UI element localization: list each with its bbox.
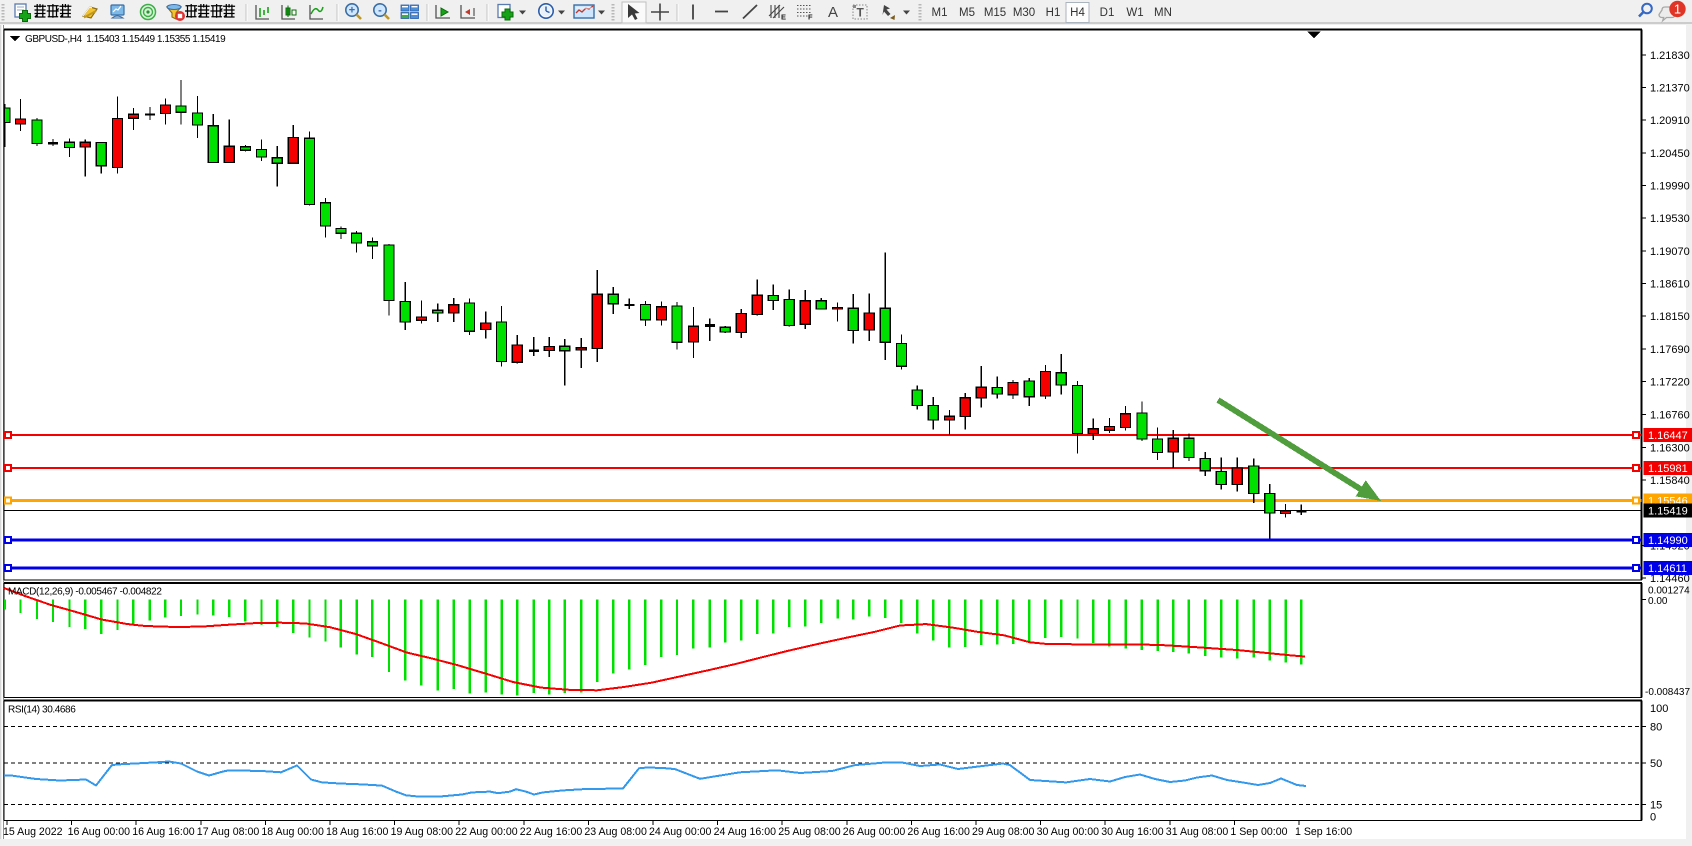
svg-text:F: F (808, 13, 813, 22)
svg-text:A: A (828, 4, 838, 21)
svg-text:1.19070: 1.19070 (1650, 246, 1690, 258)
svg-text:1.19990: 1.19990 (1650, 181, 1690, 193)
svg-text:0.00: 0.00 (1648, 596, 1668, 607)
svg-text:25 Aug 08:00: 25 Aug 08:00 (778, 826, 841, 838)
svg-text:23 Aug 08:00: 23 Aug 08:00 (584, 826, 647, 838)
svg-text:24 Aug 16:00: 24 Aug 16:00 (714, 826, 777, 838)
svg-text:22 Aug 16:00: 22 Aug 16:00 (520, 826, 583, 838)
svg-text:M15: M15 (984, 7, 1006, 19)
svg-text:15 Aug 2022: 15 Aug 2022 (3, 826, 63, 838)
svg-text:22 Aug 00:00: 22 Aug 00:00 (455, 826, 518, 838)
svg-text:1.14611: 1.14611 (1648, 563, 1687, 575)
svg-text:1: 1 (1674, 2, 1681, 17)
svg-text:1.19530: 1.19530 (1650, 213, 1690, 225)
svg-text:1.15419: 1.15419 (1648, 506, 1688, 518)
svg-text:1.20450: 1.20450 (1650, 148, 1690, 160)
svg-text:1.14460: 1.14460 (1650, 573, 1690, 585)
svg-text:-0.008437: -0.008437 (1645, 687, 1690, 698)
svg-text:GBPUSD-,H4 1.15403 1.15449 1.: GBPUSD-,H4 1.15403 1.15449 1.15355 1.154… (25, 34, 226, 45)
svg-text:H4: H4 (1070, 7, 1085, 19)
svg-text:M5: M5 (959, 7, 975, 19)
svg-text:1.21830: 1.21830 (1650, 50, 1690, 62)
svg-text:18 Aug 00:00: 18 Aug 00:00 (261, 826, 324, 838)
svg-text:0.001274: 0.001274 (1648, 586, 1690, 597)
svg-text:29 Aug 08:00: 29 Aug 08:00 (972, 826, 1035, 838)
svg-text:-: - (378, 5, 382, 17)
svg-text:100: 100 (1650, 703, 1668, 715)
svg-text:17 Aug 08:00: 17 Aug 08:00 (197, 826, 260, 838)
svg-text:24 Aug 00:00: 24 Aug 00:00 (649, 826, 712, 838)
svg-text:E: E (781, 13, 786, 22)
svg-text:1.18610: 1.18610 (1650, 279, 1690, 291)
svg-text:16 Aug 16:00: 16 Aug 16:00 (132, 826, 195, 838)
svg-text:RSI(14) 30.4686: RSI(14) 30.4686 (8, 705, 76, 716)
svg-text:1 Sep 00:00: 1 Sep 00:00 (1230, 826, 1287, 838)
svg-text:1.14990: 1.14990 (1648, 535, 1688, 547)
svg-text:0: 0 (1650, 812, 1656, 824)
svg-text:1.18150: 1.18150 (1650, 311, 1690, 323)
svg-text:16 Aug 00:00: 16 Aug 00:00 (68, 826, 131, 838)
svg-text:1.16447: 1.16447 (1648, 430, 1688, 442)
svg-text:H1: H1 (1046, 7, 1061, 19)
svg-text:1.15981: 1.15981 (1648, 463, 1688, 475)
svg-text:MACD(12,26,9) -0.005467 -0.004: MACD(12,26,9) -0.005467 -0.004822 (8, 587, 162, 598)
svg-text:26 Aug 16:00: 26 Aug 16:00 (907, 826, 970, 838)
svg-text:D1: D1 (1100, 7, 1115, 19)
svg-text:30 Aug 00:00: 30 Aug 00:00 (1037, 826, 1100, 838)
svg-text:M30: M30 (1013, 7, 1035, 19)
svg-text:15: 15 (1650, 800, 1662, 812)
svg-text:1.20910: 1.20910 (1650, 115, 1690, 127)
svg-text:1.16760: 1.16760 (1650, 410, 1690, 422)
svg-text:1.17690: 1.17690 (1650, 344, 1690, 356)
svg-text:50: 50 (1650, 758, 1662, 770)
svg-text:1.21370: 1.21370 (1650, 83, 1690, 95)
svg-text:19 Aug 08:00: 19 Aug 08:00 (391, 826, 454, 838)
svg-text:80: 80 (1650, 722, 1662, 734)
svg-text:M1: M1 (932, 7, 948, 19)
svg-text:1 Sep 16:00: 1 Sep 16:00 (1295, 826, 1352, 838)
svg-text:31 Aug 08:00: 31 Aug 08:00 (1166, 826, 1229, 838)
svg-text:1.16300: 1.16300 (1650, 443, 1690, 455)
svg-text:MN: MN (1154, 7, 1172, 19)
svg-text:W1: W1 (1126, 7, 1143, 19)
svg-text:30 Aug 16:00: 30 Aug 16:00 (1101, 826, 1164, 838)
svg-text:1.17220: 1.17220 (1650, 376, 1690, 388)
svg-text:+: + (349, 5, 355, 17)
svg-text:26 Aug 00:00: 26 Aug 00:00 (843, 826, 906, 838)
svg-text:T: T (857, 6, 865, 20)
svg-text:1.15840: 1.15840 (1650, 475, 1690, 487)
svg-text:18 Aug 16:00: 18 Aug 16:00 (326, 826, 389, 838)
